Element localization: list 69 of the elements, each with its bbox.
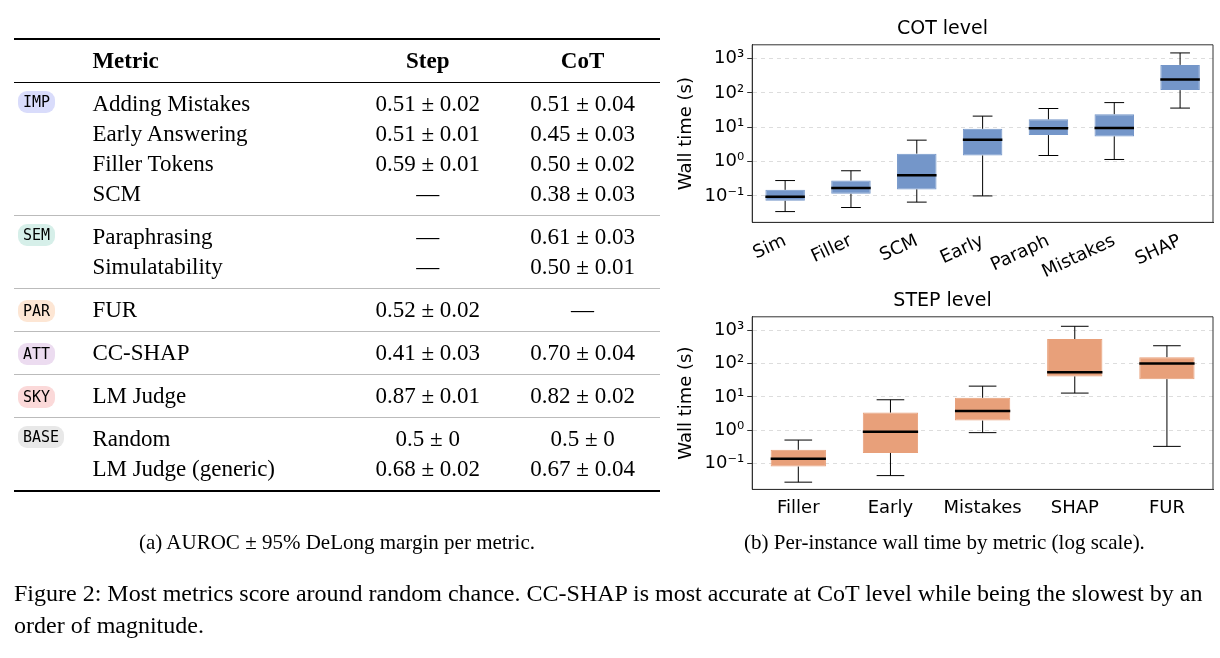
category-label: Paraphrasing [92, 224, 213, 249]
y-tick-label: 10¹ [714, 384, 745, 406]
text: 0.68 ± 0.02 [375, 456, 481, 481]
category-label: FUR [92, 297, 138, 322]
x-tick-label: Filler [807, 228, 856, 266]
x-tick-label: SHAP [1050, 495, 1099, 517]
y-tick-label: 10³ [714, 317, 745, 339]
text: 0.67 ± 0.04 [530, 456, 635, 481]
text: 0.52 ± 0.02 [375, 297, 481, 322]
category-label: CoT [559, 47, 606, 75]
x-tick-label: Sim [749, 228, 789, 263]
category-label: SKY [23, 388, 51, 406]
category-label: LM Judge [92, 383, 187, 408]
text: 0.41 ± 0.03 [375, 340, 481, 365]
category-label: Early Answering [92, 121, 248, 146]
text: (b) Per-instance wall time by metric (log scale). [743, 530, 1146, 555]
x-tick-label: SCM [875, 228, 921, 265]
x-tick-label: Early [867, 495, 914, 517]
text: 0.50 ± 0.01 [530, 254, 635, 279]
y-tick-label: 10⁻¹ [704, 183, 745, 205]
y-tick-label: 10² [714, 80, 745, 102]
y-tick-label: 10³ [714, 46, 745, 68]
text: 0.51 ± 0.02 [375, 91, 481, 116]
x-tick-label: FUR [1148, 495, 1185, 517]
caption: Figure 2: Most metrics score around random chance. CC-SHAP is most accurate at CoT level while being the slowest by an order of magnitude. [14, 579, 1204, 640]
text: 0.5 ± 0 [550, 426, 615, 451]
category-label: Random [92, 426, 171, 451]
x-tick-label: Mistakes [943, 495, 1022, 517]
category-label: Simulatability [92, 254, 223, 279]
text: 0.59 ± 0.01 [375, 151, 481, 176]
category-label: BASE [23, 428, 60, 446]
text: (a) AUROC ± 95% DeLong margin per metric. [137, 530, 536, 555]
category-label: SCM [92, 181, 141, 206]
text: 0.51 ± 0.01 [375, 121, 481, 146]
category-label: IMP [23, 93, 51, 111]
x-tick-label: Filler [777, 495, 821, 517]
text: 0.82 ± 0.02 [530, 383, 635, 408]
text: 0.45 ± 0.03 [530, 121, 635, 146]
text: 0.70 ± 0.04 [530, 340, 635, 365]
category-label: Step [405, 47, 451, 75]
y-tick-label: 10¹ [714, 114, 745, 136]
text: 0.5 ± 0 [395, 426, 460, 451]
chart-title: COT level [896, 16, 989, 39]
y-axis-title: Wall time (s) [674, 346, 696, 460]
category-label: Adding Mistakes [92, 91, 251, 116]
text: Metric [91, 47, 160, 75]
x-tick-label: Early [936, 228, 987, 268]
category-label: SEM [23, 226, 51, 244]
y-tick-label: 10² [714, 351, 745, 373]
category-label: Filler Tokens [92, 151, 214, 176]
text: 0.50 ± 0.02 [530, 151, 635, 176]
y-tick-label: 10⁰ [714, 417, 745, 439]
text: — [416, 181, 440, 206]
x-tick-label: SHAP [1131, 228, 1184, 269]
y-tick-label: 10⁻¹ [704, 451, 745, 473]
text: 0.38 ± 0.03 [530, 181, 635, 206]
category-label: ATT [23, 345, 51, 363]
category-label: LM Judge (generic) [92, 456, 276, 481]
y-tick-label: 10⁰ [714, 149, 745, 171]
text: — [571, 297, 595, 322]
text: — [416, 254, 440, 279]
y-axis-title: Wall time (s) [674, 76, 696, 191]
category-label: CC-SHAP [92, 340, 190, 365]
category-label: PAR [23, 302, 51, 320]
text: 0.61 ± 0.03 [530, 224, 635, 249]
chart-title: STEP level [893, 288, 992, 311]
text: — [416, 224, 440, 249]
text: 0.87 ± 0.01 [375, 383, 481, 408]
text: 0.51 ± 0.04 [530, 91, 635, 116]
